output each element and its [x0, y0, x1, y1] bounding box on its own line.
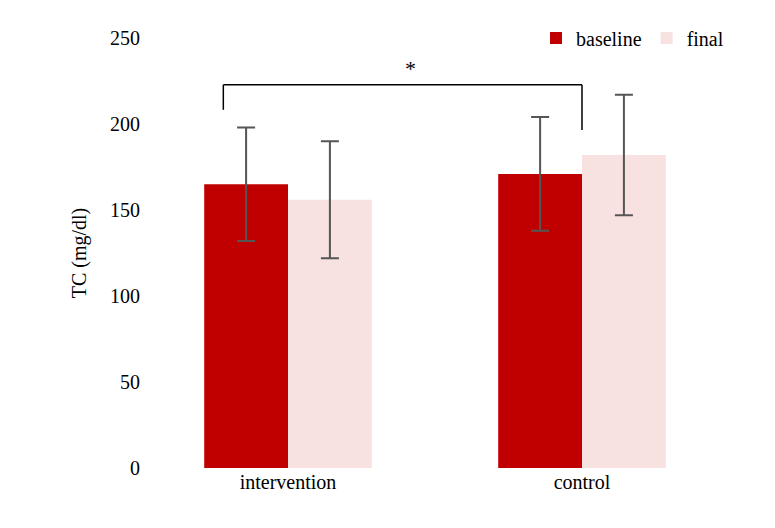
svg-text:200: 200 — [110, 113, 140, 135]
svg-text:50: 50 — [120, 371, 140, 393]
svg-text:intervention: intervention — [240, 471, 337, 493]
svg-text:final: final — [687, 28, 724, 50]
svg-text:TC (mg/dl): TC (mg/dl) — [68, 208, 91, 299]
svg-text:control: control — [554, 471, 611, 493]
svg-text:*: * — [405, 56, 416, 81]
svg-text:150: 150 — [110, 199, 140, 221]
svg-text:100: 100 — [110, 285, 140, 307]
svg-text:0: 0 — [130, 457, 140, 479]
svg-text:250: 250 — [110, 27, 140, 49]
svg-text:baseline: baseline — [576, 28, 642, 50]
